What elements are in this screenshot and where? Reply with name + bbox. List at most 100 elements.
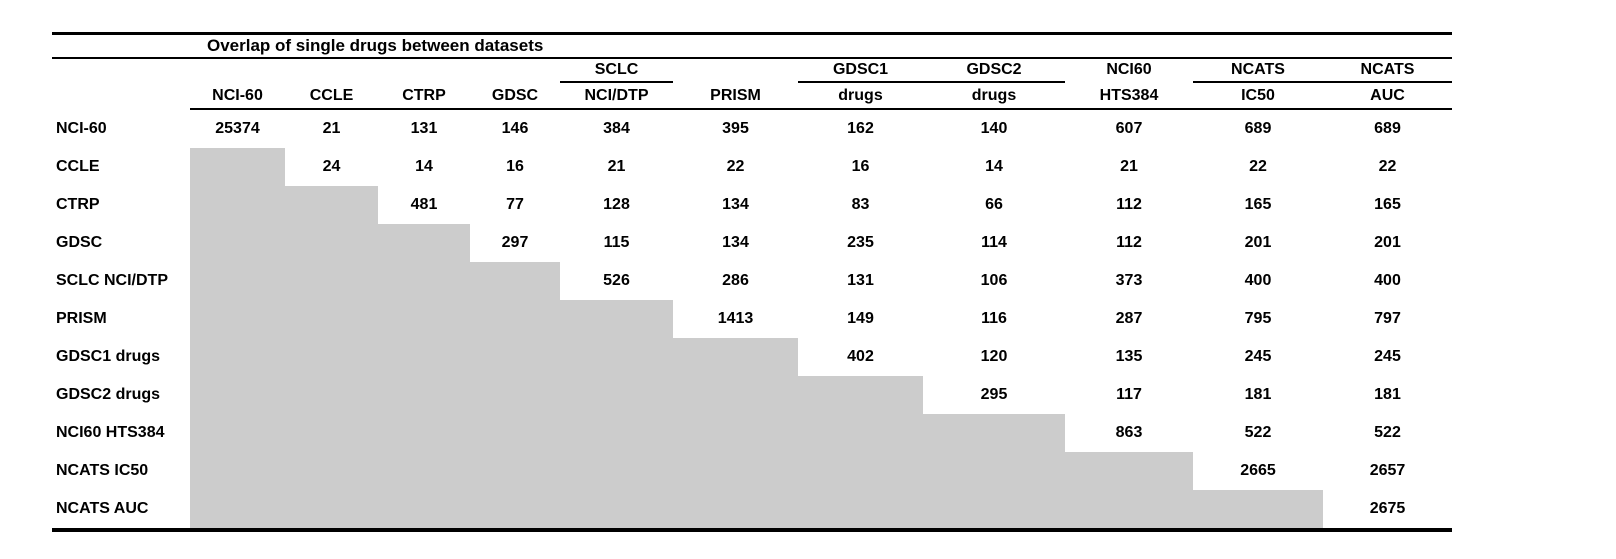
- column-header: PRISM: [673, 59, 798, 108]
- matrix-cell-empty: [378, 376, 470, 414]
- matrix-cell: 131: [847, 272, 874, 289]
- matrix-cell: 165: [1244, 196, 1272, 213]
- column-header-bottom: AUC: [1370, 86, 1405, 104]
- matrix-cell: 522: [1244, 424, 1272, 441]
- matrix-cell: 24: [322, 158, 341, 175]
- matrix-cell: 21: [607, 158, 626, 175]
- matrix-cell-empty: [190, 224, 285, 262]
- column-header-bottom: CCLE: [309, 86, 354, 104]
- column-header-bottom: NCI-60: [212, 86, 263, 104]
- matrix-cell: 181: [1374, 386, 1401, 403]
- table-row: GDSC 297 115 134 235 114 112 201 201: [52, 224, 1452, 262]
- matrix-cell: 22: [1378, 158, 1397, 175]
- matrix-cell: 400: [1374, 272, 1401, 289]
- matrix-cell-empty: [560, 376, 673, 414]
- matrix-cell: 149: [847, 310, 874, 327]
- row-label: CTRP: [56, 196, 100, 213]
- matrix-cell: 181: [1244, 386, 1272, 403]
- table-row: GDSC1 drugs 402 120 135 245 245: [52, 338, 1452, 376]
- matrix-cell-empty: [378, 414, 470, 452]
- matrix-cell: 131: [410, 120, 438, 137]
- column-header-top: SCLC: [560, 59, 673, 83]
- matrix-cell-empty: [190, 376, 285, 414]
- matrix-cell: 689: [1244, 120, 1272, 137]
- matrix-cell: 481: [410, 196, 438, 213]
- matrix-cell: 134: [722, 196, 749, 213]
- matrix-cell: 162: [847, 120, 874, 137]
- table-title-bar: Overlap of single drugs between datasets: [52, 32, 1452, 59]
- matrix-cell-empty: [923, 490, 1065, 528]
- column-header: NCATS AUC: [1323, 59, 1452, 108]
- matrix-cell: 245: [1374, 348, 1401, 365]
- matrix-cell-empty: [798, 490, 923, 528]
- matrix-cell: 140: [980, 120, 1008, 137]
- column-header: NCATS IC50: [1193, 59, 1323, 108]
- matrix-cell: 106: [980, 272, 1008, 289]
- matrix-cell-empty: [470, 338, 560, 376]
- matrix-cell-empty: [1193, 490, 1323, 528]
- header-columns: NCI-60 CCLE CTRP GDSC SCLC NCI/DTP PRISM GDSC1 d…: [190, 59, 1452, 110]
- row-label: PRISM: [56, 310, 107, 327]
- overlap-table: Overlap of single drugs between datasets…: [52, 32, 1452, 532]
- matrix-cell-empty: [190, 186, 285, 224]
- matrix-cell-empty: [190, 452, 285, 490]
- matrix-cell: 245: [1244, 348, 1272, 365]
- matrix-cell-empty: [560, 490, 673, 528]
- matrix-cell: 21: [1120, 158, 1138, 175]
- matrix-cell: 116: [981, 310, 1007, 327]
- column-header-top: [673, 59, 798, 83]
- table-row: SCLC NCI/DTP 526 286 131 106 373 400 400: [52, 262, 1452, 300]
- matrix-cell-empty: [378, 452, 470, 490]
- matrix-cell: 22: [726, 158, 745, 175]
- matrix-cell: 607: [1115, 120, 1143, 137]
- matrix-cell: 2665: [1240, 462, 1276, 479]
- matrix-cell-empty: [190, 490, 285, 528]
- matrix-cell-empty: [470, 452, 560, 490]
- matrix-cell-empty: [378, 490, 470, 528]
- matrix-cell-empty: [285, 300, 378, 338]
- matrix-cell: 22: [1249, 158, 1267, 175]
- column-header-top: GDSC2: [923, 59, 1065, 83]
- column-header-bottom: NCI/DTP: [584, 86, 649, 104]
- matrix-cell: 83: [851, 196, 870, 213]
- matrix-cell-empty: [378, 262, 470, 300]
- row-label: SCLC NCI/DTP: [56, 272, 168, 289]
- table-row: PRISM 1413 149 116 287 795 797: [52, 300, 1452, 338]
- matrix-cell: 21: [322, 120, 341, 137]
- column-header: GDSC2 drugs: [923, 59, 1065, 108]
- matrix-cell: 689: [1374, 120, 1401, 137]
- matrix-cell-empty: [923, 414, 1065, 452]
- table-row: CTRP 481 77 128 134 83 66 112 165 165: [52, 186, 1452, 224]
- column-header-bottom: IC50: [1241, 86, 1275, 104]
- matrix-cell-empty: [285, 262, 378, 300]
- matrix-cell: 112: [1116, 196, 1142, 213]
- matrix-cell: 201: [1244, 234, 1272, 251]
- column-header: GDSC: [470, 59, 560, 108]
- table-row: NCATS IC50 2665 2657: [52, 452, 1452, 490]
- matrix-cell-empty: [470, 300, 560, 338]
- matrix-cell-empty: [560, 338, 673, 376]
- table-title: Overlap of single drugs between datasets: [207, 36, 544, 55]
- matrix-cell: 16: [851, 158, 870, 175]
- matrix-cell: 863: [1115, 424, 1143, 441]
- matrix-cell: 295: [980, 386, 1008, 403]
- row-label: GDSC2 drugs: [56, 386, 161, 403]
- column-header-top: [470, 59, 560, 83]
- column-header-top: NCATS: [1193, 59, 1323, 83]
- row-label: GDSC1 drugs: [56, 348, 161, 365]
- matrix-cell-empty: [673, 490, 798, 528]
- matrix-cell-empty: [378, 300, 470, 338]
- matrix-cell-empty: [798, 376, 923, 414]
- matrix-cell: 25374: [215, 120, 260, 137]
- matrix-cell: 201: [1374, 234, 1401, 251]
- matrix-cell-empty: [190, 300, 285, 338]
- matrix-cell-empty: [673, 338, 798, 376]
- column-header-bottom: HTS384: [1099, 86, 1159, 104]
- column-header-top: [378, 59, 470, 83]
- column-header-top: GDSC1: [798, 59, 923, 83]
- matrix-cell-empty: [285, 338, 378, 376]
- matrix-cell-empty: [190, 262, 285, 300]
- matrix-cell-empty: [285, 414, 378, 452]
- matrix-cell-empty: [673, 452, 798, 490]
